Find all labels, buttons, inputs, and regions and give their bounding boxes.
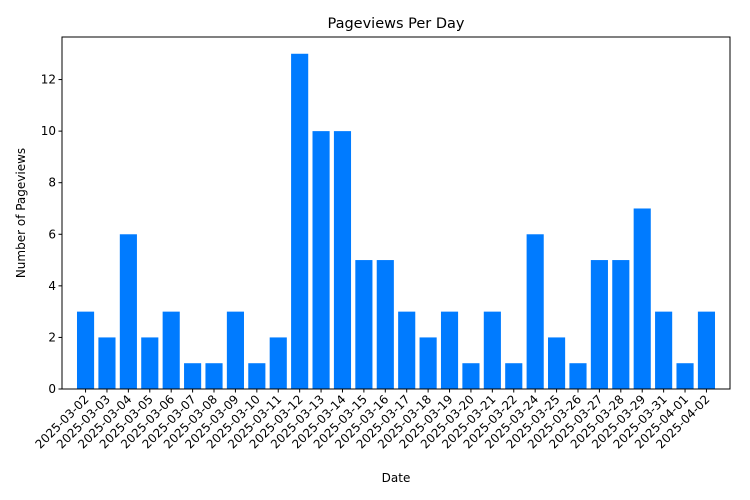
bar-2025-03-26 — [569, 363, 587, 389]
x-axis-title: Date — [382, 471, 411, 485]
bars-layer — [76, 53, 716, 390]
bar-2025-03-16 — [376, 260, 394, 389]
plot-frame — [61, 36, 731, 390]
bar-2025-03-06 — [162, 311, 180, 389]
y-tick-label: 10 — [41, 124, 56, 138]
y-tick-label: 12 — [41, 73, 56, 87]
y-tick-label: 6 — [48, 227, 56, 241]
bar-2025-04-02 — [697, 311, 716, 389]
bar-2025-03-25 — [548, 337, 566, 389]
bar-2025-03-21 — [483, 311, 501, 389]
bar-2025-03-11 — [269, 337, 287, 389]
bar-2025-03-19 — [440, 311, 459, 389]
y-axis-title: Number of Pageviews — [14, 148, 28, 278]
bar-2025-03-20 — [462, 363, 480, 389]
bar-2025-03-02 — [76, 311, 95, 389]
bar-2025-03-27 — [590, 260, 608, 389]
chart-title: Pageviews Per Day — [327, 16, 464, 32]
bar-2025-03-15 — [355, 260, 373, 389]
bar-2025-03-14 — [333, 131, 352, 389]
y-tick-label: 8 — [48, 176, 56, 190]
bar-2025-03-24 — [526, 234, 544, 389]
bar-2025-03-12 — [291, 53, 309, 390]
bar-2025-03-17 — [398, 311, 416, 389]
bar-2025-04-01 — [676, 363, 694, 389]
bar-2025-03-22 — [505, 363, 523, 389]
bar-2025-03-03 — [98, 337, 116, 389]
y-tick-label: 0 — [48, 382, 56, 396]
y-tick-label: 4 — [48, 279, 56, 293]
bar-2025-03-13 — [312, 131, 330, 389]
axes-layer: 0246810122025-03-022025-03-032025-03-042… — [32, 36, 731, 451]
bar-2025-03-08 — [205, 363, 223, 389]
bar-2025-03-31 — [655, 311, 673, 389]
bar-2025-03-29 — [633, 208, 651, 389]
bar-2025-03-28 — [612, 260, 630, 389]
bar-2025-03-04 — [119, 234, 137, 389]
bar-2025-03-10 — [248, 363, 266, 389]
bar-2025-03-18 — [419, 337, 437, 389]
bar-2025-03-07 — [184, 363, 202, 389]
y-tick-label: 2 — [48, 330, 56, 344]
bar-2025-03-09 — [226, 311, 244, 389]
bar-2025-03-05 — [141, 337, 159, 389]
